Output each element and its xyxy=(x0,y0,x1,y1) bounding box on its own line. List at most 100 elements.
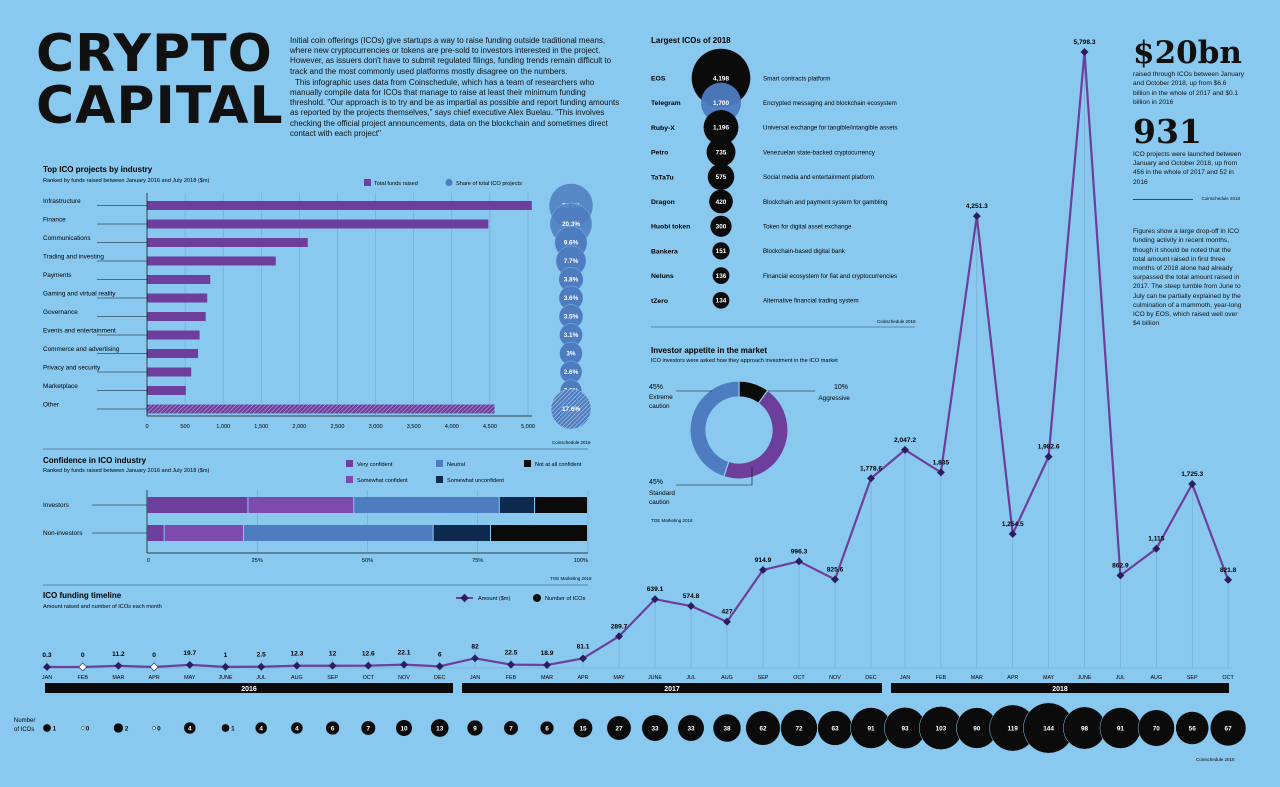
ico-count-bubble xyxy=(677,714,705,742)
ico-count-label: 144 xyxy=(1043,725,1054,732)
largest-ico-name: TaTaTu xyxy=(651,174,674,181)
amount-value-label: 1,115 xyxy=(1148,536,1164,543)
ico-count-label: 33 xyxy=(687,725,695,732)
industry-bar xyxy=(147,386,186,395)
intro-paragraph-2: This infographic uses data from Coinsche… xyxy=(290,77,620,138)
industry-bars: Infrastructure22.9%Finance20.3%Communica… xyxy=(43,183,594,430)
industry-category-label: Marketplace xyxy=(43,383,78,390)
amount-value-label: 11.2 xyxy=(112,651,125,658)
amount-points xyxy=(43,48,1233,672)
ico-count-label: 93 xyxy=(901,725,909,732)
ico-count-label: 67 xyxy=(1225,725,1233,732)
timeline-source: Coinschedule 2018 xyxy=(1196,757,1235,762)
industry-category-label: Governance xyxy=(43,309,78,316)
standard-label-1: Standard xyxy=(649,490,675,497)
confidence-category-label: Investors xyxy=(43,502,69,509)
amount-point xyxy=(114,661,123,670)
largest-ico-value: 420 xyxy=(716,199,727,206)
industry-bar xyxy=(147,367,192,377)
month-label: NOV xyxy=(829,675,841,681)
year-label: 2016 xyxy=(241,686,257,693)
industry-share-label: 3% xyxy=(566,351,576,358)
month-label: JUL xyxy=(686,675,696,681)
month-label: MAY xyxy=(613,675,625,681)
stats-panel: $20bn raised through ICOs between Januar… xyxy=(1133,36,1245,328)
amount-point xyxy=(1224,575,1233,584)
month-label: MAR xyxy=(541,675,553,681)
amount-value-label: 6 xyxy=(438,651,442,658)
month-label: MAY xyxy=(184,675,196,681)
largest-ico-name: Petro xyxy=(651,150,668,157)
amount-point xyxy=(185,660,194,669)
ico-count-bubble xyxy=(80,726,85,730)
ico-count-bubble xyxy=(325,720,340,736)
legend-swatch-share xyxy=(445,178,453,187)
amount-value-label: 82 xyxy=(471,643,479,650)
largest-ico-name: Bankera xyxy=(651,248,678,255)
confidence-legend-swatch xyxy=(436,460,443,467)
count-row-label-1: Number xyxy=(14,718,35,724)
amount-value-label: 19.7 xyxy=(183,650,196,657)
ico-count-label: 72 xyxy=(795,725,803,732)
ico-count-bubble xyxy=(712,713,742,743)
industry-bar xyxy=(147,312,206,321)
amount-value-label: 639.1 xyxy=(647,586,664,593)
largest-ico-bubble xyxy=(709,189,733,214)
appetite-slice xyxy=(689,380,740,478)
largest-ico-bubble xyxy=(710,215,732,237)
ico-count-label: 15 xyxy=(579,725,587,732)
amount-point xyxy=(471,654,479,663)
stat-amount-value: $20bn xyxy=(1133,35,1242,71)
stats-rule xyxy=(1133,199,1193,201)
largest-ico-description: Blockchain-based digital bank xyxy=(763,248,846,255)
industry-chart: Top ICO projects by industry Ranked by f… xyxy=(43,165,594,450)
title-line-1: CRYPTO xyxy=(36,24,273,84)
largest-ico-bubble xyxy=(712,267,730,284)
month-label: APR xyxy=(577,675,588,681)
industry-chart-subtitle: Ranked by funds raised between January 2… xyxy=(43,178,209,184)
amount-value-label: 0.3 xyxy=(42,652,51,659)
appetite-chart-subtitle: ICO investors were asked how they approa… xyxy=(651,358,838,364)
ico-count-label: 10 xyxy=(400,725,408,732)
largest-ico-value: 151 xyxy=(716,248,727,255)
confidence-chart-subtitle: Ranked by funds raised between January 2… xyxy=(43,468,209,474)
industry-bar xyxy=(147,404,495,414)
amount-point xyxy=(972,212,981,221)
industry-bar xyxy=(147,349,199,358)
industry-share-label: 3.1% xyxy=(564,332,579,339)
amount-point xyxy=(257,662,266,671)
largest-ico-bubble xyxy=(700,82,742,123)
confidence-legend-label: Neutral xyxy=(447,462,465,468)
aggressive-pct: 10% xyxy=(834,384,848,391)
month-label: FEB xyxy=(936,675,947,681)
confidence-legend: Very confident Somewhat confident Neutral S… xyxy=(346,460,582,484)
amount-point xyxy=(795,557,803,566)
industry-share-label: 3.8% xyxy=(564,277,579,284)
intro-paragraph-1: Initial coin offerings (ICOs) give start… xyxy=(290,36,612,76)
amount-value-label: 289.7 xyxy=(611,623,628,630)
amount-value-label: 1,778.6 xyxy=(860,465,882,472)
page-title: CRYPTO CAPITAL xyxy=(36,28,284,132)
month-label: JUNE xyxy=(218,675,232,681)
confidence-tick-label: 0 xyxy=(147,558,150,564)
industry-chart-source: Coinschedule 2018 xyxy=(552,440,591,445)
industry-tick-label: 3,500 xyxy=(407,424,421,430)
ico-count-label: 6 xyxy=(331,725,335,732)
title-line-2: CAPITAL xyxy=(36,76,284,136)
confidence-bars: 0 25% 50% 75% 100% Investors Non-investors xyxy=(43,490,589,564)
amount-point xyxy=(400,660,408,669)
largest-ico-value: 136 xyxy=(716,273,727,280)
amount-value-label: 18.9 xyxy=(541,650,554,657)
confidence-bar-segment xyxy=(433,525,490,541)
appetite-chart-source: TGE Marketing 2018 xyxy=(651,518,693,523)
ico-count-bubble xyxy=(290,721,304,735)
ico-count-bubble xyxy=(1175,711,1209,745)
largest-icos: Largest ICOs of 2018 EOS 4,198 Smart contr… xyxy=(651,36,916,328)
amount-value-label: 12.3 xyxy=(290,651,303,658)
largest-ico-name: tZero xyxy=(651,298,668,305)
legend-marker-count xyxy=(533,594,541,602)
amount-point xyxy=(687,602,695,610)
largest-ico-name: Neluns xyxy=(651,273,674,280)
amount-point xyxy=(615,632,623,641)
